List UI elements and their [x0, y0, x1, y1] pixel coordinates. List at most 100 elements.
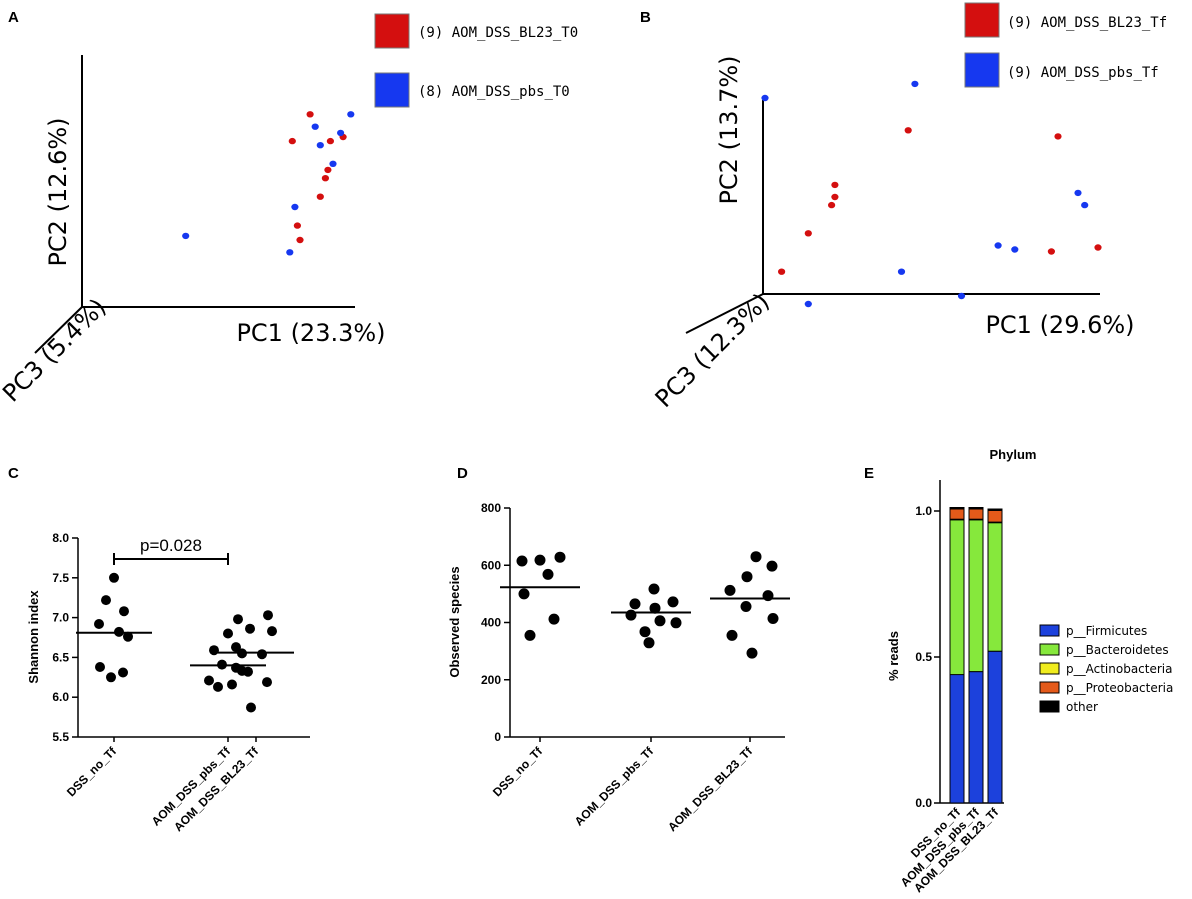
- c-y-ticks: 5.5 6.0 6.5 7.0 7.5 8.0: [52, 531, 78, 744]
- data-point: [119, 606, 129, 617]
- pca-point: [1074, 189, 1082, 197]
- legend-count: (8): [418, 84, 443, 100]
- c-significance-bracket: p=0.028: [113, 536, 229, 565]
- legend-label: p__Bacteroidetes: [1066, 643, 1169, 657]
- y-tick-label: 400: [481, 616, 501, 630]
- bar-segment: [949, 519, 965, 676]
- data-point: [629, 598, 641, 610]
- pca-point: [316, 193, 324, 200]
- legend-label: p__Firmicutes: [1066, 624, 1147, 638]
- pca-point: [831, 193, 839, 201]
- data-point: [262, 677, 272, 688]
- pca-point: [831, 181, 839, 189]
- c-pvalue: p=0.028: [140, 536, 202, 555]
- legend-swatch: [1039, 643, 1060, 656]
- panel-d: D Observed species 0 200 400 600 800 DSS_no_…: [447, 465, 790, 834]
- y-tick-label: 0.5: [915, 650, 932, 664]
- legend-name: AOM_DSS_pbs_T0: [452, 84, 570, 100]
- legend-swatch: [1039, 662, 1060, 675]
- pca-point: [957, 292, 966, 300]
- pca-point: [828, 201, 836, 209]
- x-category-label: DSS_no_Tf: [490, 744, 546, 800]
- data-point: [263, 610, 273, 621]
- legend-label: (9) AOM_DSS_BL23_T0: [418, 25, 578, 41]
- data-point: [649, 602, 661, 614]
- pca-b-legend: (9) AOM_DSS_BL23_Tf (9) AOM_DSS_pbs_Tf: [964, 2, 1167, 88]
- y-tick-label: 800: [481, 501, 501, 515]
- data-point: [746, 647, 758, 659]
- y-tick-label: 6.0: [52, 690, 69, 704]
- data-point: [95, 662, 105, 672]
- panel-c: C Shannon index 5.5 6.0 6.5 7.0 7.5 8.0 DSS_n…: [8, 465, 310, 834]
- pca-point: [804, 300, 812, 308]
- bar-segment: [987, 650, 1003, 804]
- data-point: [101, 595, 111, 606]
- legend-count: (9): [418, 25, 443, 41]
- legend-label: p__Proteobacteria: [1066, 681, 1173, 695]
- data-point: [94, 619, 104, 629]
- pca-b-axis-pc3: [685, 293, 764, 334]
- data-point: [542, 568, 554, 580]
- legend-swatch: [964, 52, 1000, 88]
- legend-name: AOM_DSS_BL23_T0: [452, 25, 578, 41]
- pca-point: [291, 203, 299, 211]
- pca-point: [293, 222, 301, 229]
- pca-point: [911, 80, 919, 88]
- pca-point: [288, 137, 296, 145]
- panel-e-letter: E: [864, 465, 874, 482]
- legend-name: AOM_DSS_BL23_Tf: [1041, 15, 1167, 31]
- bar-segment: [968, 508, 984, 520]
- bar-segment: [968, 671, 984, 804]
- pca-point: [311, 123, 319, 130]
- c-y-axis-label: Shannon index: [26, 590, 41, 684]
- data-point: [213, 681, 223, 692]
- e-y-ticks: 0.0 0.5 1.0: [915, 504, 940, 810]
- data-point: [554, 551, 566, 563]
- pca-point: [286, 249, 294, 256]
- x-category-label: DSS_no_Tf: [64, 744, 120, 800]
- data-point: [766, 560, 778, 572]
- legend-name: AOM_DSS_pbs_Tf: [1041, 65, 1159, 81]
- pca-point: [321, 175, 329, 182]
- pca-a-pc2-label: PC2 (12.6%): [44, 117, 72, 266]
- legend-swatch: [1039, 681, 1060, 694]
- pca-point: [316, 142, 324, 149]
- pca-point: [306, 111, 314, 118]
- data-point: [231, 642, 241, 653]
- pca-point: [347, 111, 355, 118]
- pca-point: [761, 94, 769, 102]
- pca-point: [1094, 244, 1102, 251]
- pca-point: [329, 160, 337, 167]
- y-tick-label: 200: [481, 673, 501, 687]
- data-point: [767, 613, 779, 624]
- data-point: [724, 584, 736, 596]
- data-point: [227, 679, 237, 690]
- data-point: [233, 614, 243, 625]
- y-tick-label: 0.0: [915, 796, 932, 810]
- data-point: [670, 617, 682, 629]
- data-point: [643, 637, 655, 649]
- pca-b-points: [761, 80, 1102, 308]
- pca-point: [182, 232, 190, 240]
- data-point: [648, 583, 660, 595]
- data-point: [246, 702, 256, 713]
- legend-swatch: [374, 13, 410, 49]
- legend-swatch: [1039, 624, 1060, 637]
- data-point: [123, 631, 133, 642]
- d-points: [500, 551, 790, 659]
- data-point: [237, 665, 247, 676]
- pca-point: [337, 129, 345, 137]
- panel-a: A PC2 (12.6%) PC1 (23.3%) PC3 (5.4%) (9)…: [0, 9, 578, 408]
- bar-segment: [949, 674, 965, 804]
- data-point: [257, 649, 267, 660]
- data-point: [209, 645, 219, 656]
- pca-b-pc3-label: PC3 (12.3%): [650, 288, 775, 413]
- legend-label: (8) AOM_DSS_pbs_T0: [418, 84, 570, 100]
- y-tick-label: 0: [494, 730, 501, 744]
- bar-segment: [968, 507, 984, 510]
- legend-swatch: [964, 2, 1000, 38]
- legend-count: (9): [1007, 15, 1032, 31]
- data-point: [534, 554, 546, 566]
- legend-label: (9) AOM_DSS_pbs_Tf: [1007, 65, 1159, 81]
